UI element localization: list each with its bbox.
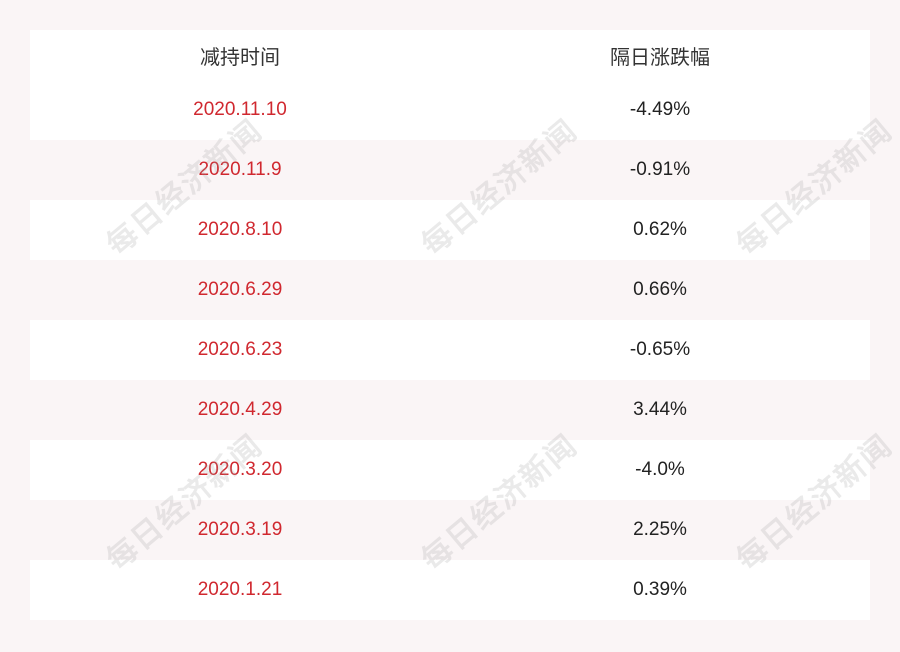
change-cell: -4.49%	[629, 99, 691, 120]
date-cell: 2020.6.29	[197, 279, 283, 300]
change-cell: 2.25%	[633, 519, 687, 540]
date-cell: 2020.1.21	[197, 579, 283, 600]
change-cell: -0.65%	[629, 339, 691, 360]
date-cell: 2020.6.23	[197, 339, 283, 360]
header-next-day-change: 隔日涨跌幅	[610, 46, 710, 69]
table-row: 2020.4.29 3.44%	[30, 380, 870, 440]
table-header-row: 减持时间 隔日涨跌幅	[30, 30, 870, 80]
change-cell: -0.91%	[629, 159, 691, 180]
table-row: 2020.11.10 -4.49%	[30, 80, 870, 140]
table-row: 2020.8.10 0.62%	[30, 200, 870, 260]
change-cell: 3.44%	[633, 399, 687, 420]
table-row: 2020.1.21 0.39%	[30, 560, 870, 620]
date-cell: 2020.4.29	[197, 399, 283, 420]
date-cell: 2020.11.9	[198, 159, 282, 180]
change-cell: 0.39%	[633, 579, 687, 600]
date-cell: 2020.11.10	[193, 99, 287, 120]
date-cell: 2020.3.20	[197, 459, 283, 480]
table-row: 2020.6.29 0.66%	[30, 260, 870, 320]
header-reduction-time: 减持时间	[200, 46, 280, 69]
table-row: 2020.11.9 -0.91%	[30, 140, 870, 200]
change-cell: 0.62%	[633, 219, 687, 240]
reduction-table: 减持时间 隔日涨跌幅 2020.11.10 -4.49% 2020.11.9 -…	[30, 30, 870, 620]
change-cell: 0.66%	[633, 279, 687, 300]
change-cell: -4.0%	[635, 459, 685, 480]
date-cell: 2020.8.10	[197, 219, 283, 240]
table-row: 2020.6.23 -0.65%	[30, 320, 870, 380]
table-row: 2020.3.19 2.25%	[30, 500, 870, 560]
date-cell: 2020.3.19	[197, 519, 283, 540]
table-row: 2020.3.20 -4.0%	[30, 440, 870, 500]
